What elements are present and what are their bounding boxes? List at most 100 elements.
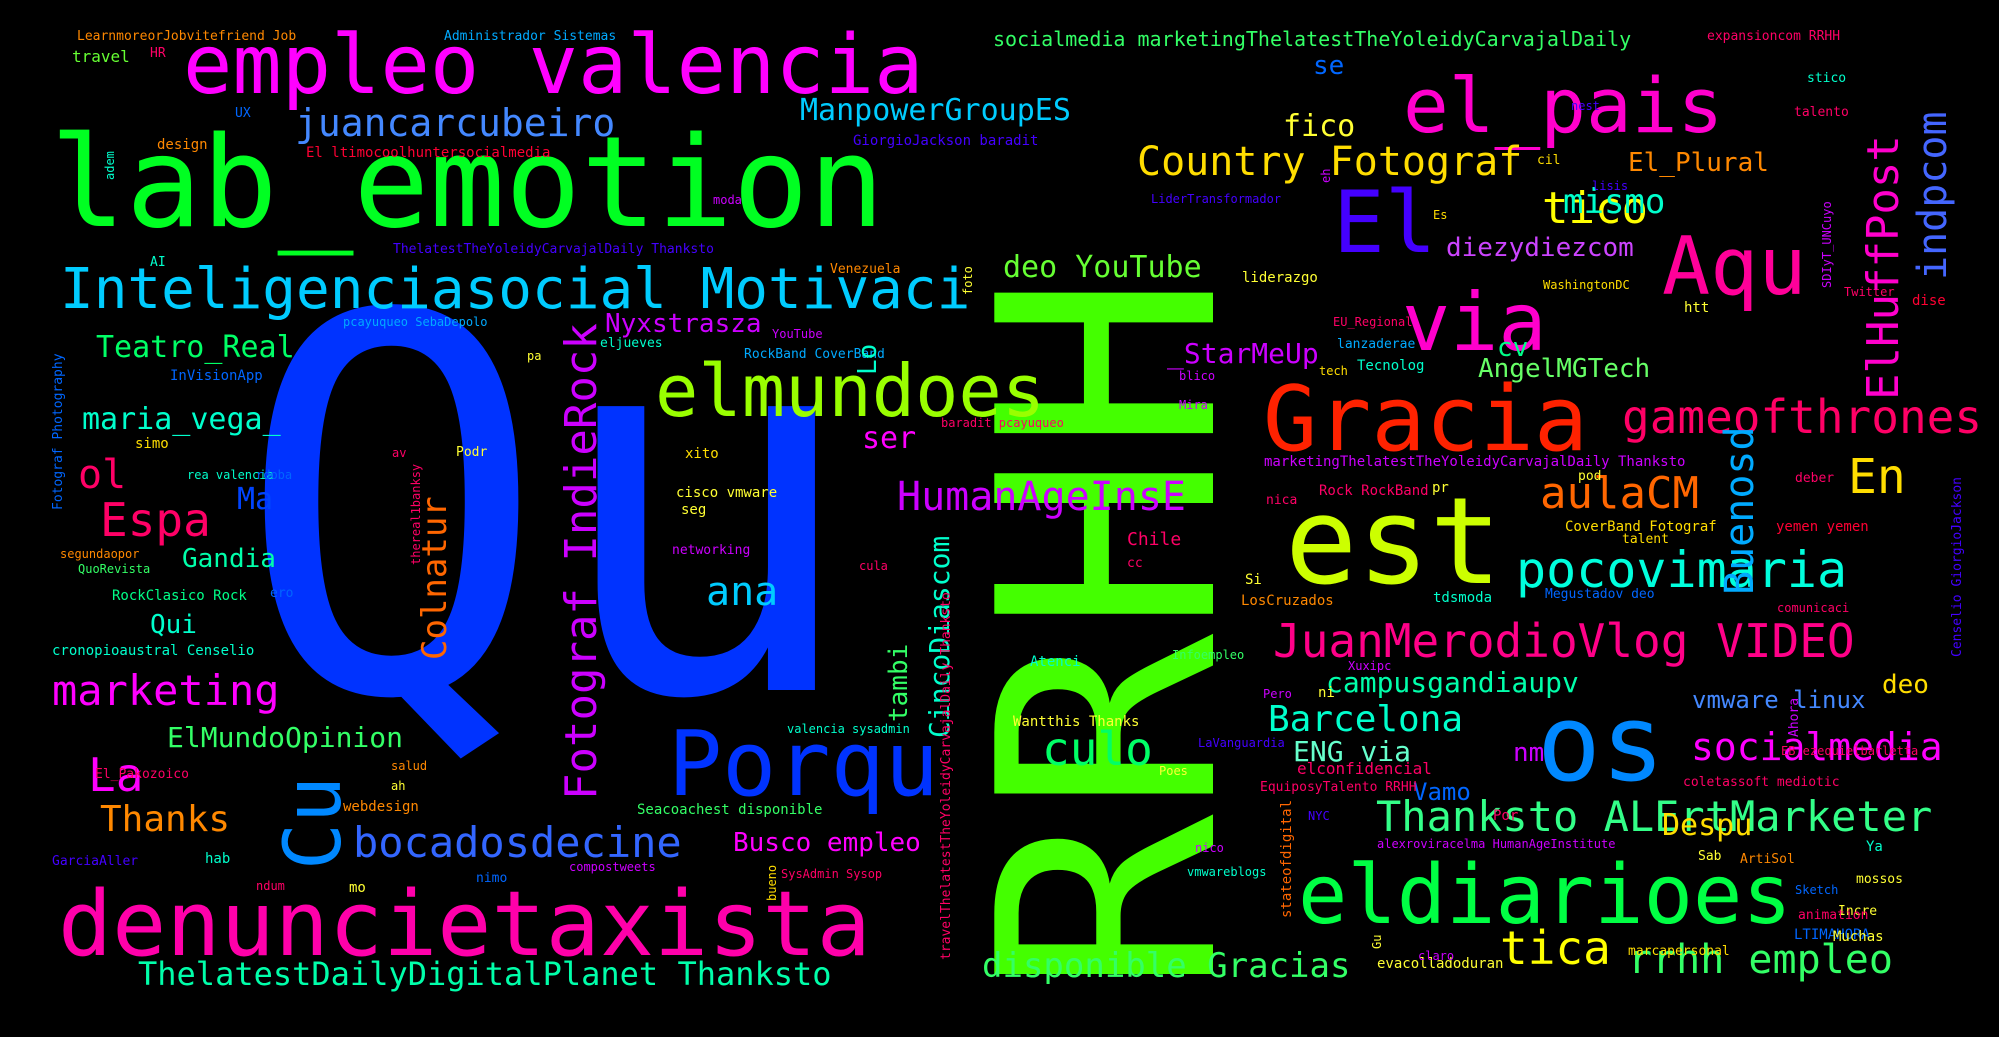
word: se (1313, 51, 1345, 81)
word: Censelio GiorgioJackson (1950, 476, 1965, 657)
word: tico (1542, 183, 1648, 234)
word: denuncietaxista (58, 872, 871, 977)
word: foto (961, 266, 975, 295)
word: Si (1245, 572, 1262, 588)
word: ndum (256, 879, 285, 893)
word: cil (1537, 153, 1561, 168)
word: Sab (1698, 849, 1722, 864)
word: Porqu (668, 712, 939, 817)
word: tdsmoda (1433, 590, 1493, 606)
word: ana (706, 569, 779, 615)
word: ElHuffPost (1858, 135, 1909, 400)
word: mismo (1563, 182, 1666, 222)
word: gameofthrones (1622, 390, 1983, 444)
word: Busco empleo (733, 828, 921, 858)
word: Twitter (1844, 285, 1895, 299)
word: pr (1432, 480, 1449, 496)
word: YouTube (772, 327, 823, 341)
word: eh (1319, 168, 1333, 183)
word: Tecnolog (1357, 358, 1425, 374)
word: RockBand CoverBand (744, 347, 885, 362)
word: Por (1493, 808, 1519, 824)
word: ah (391, 779, 406, 793)
word: tech (1319, 364, 1348, 378)
word: Qui (150, 610, 197, 640)
word: stateofdigital (1279, 799, 1295, 918)
word: aulaCM (1540, 468, 1699, 519)
word: nm (1513, 738, 1545, 768)
word: el_pais (1403, 61, 1724, 150)
word: cisco vmware (676, 485, 778, 501)
word: Gracia (1263, 367, 1589, 472)
word: Sketch (1795, 883, 1839, 897)
word: marketingThelatestTheYoleidyCarvajalDail… (1264, 454, 1686, 470)
word: elconfidencial (1297, 759, 1432, 778)
word: compostweets (569, 860, 656, 874)
word: marcapersonal (1628, 944, 1730, 959)
word: nimo (476, 871, 508, 886)
word: elmundoes (655, 349, 1046, 433)
word: blico (1179, 369, 1216, 383)
word: baradit pcayuqueo (941, 416, 1064, 430)
word: empleo valencia (183, 18, 924, 113)
word: claro (1418, 949, 1455, 963)
word: evacolladoduran (1377, 956, 1504, 972)
word: Seacoachest disponible (637, 802, 823, 818)
word: JuanMerodioVlog VIDEO (1273, 614, 1855, 668)
word: travelThelatestTheYoleidyCarvajalDaily T… (939, 592, 954, 960)
word: av (392, 446, 407, 460)
word: AngelMGTech (1478, 354, 1651, 384)
word: Ahora (1787, 697, 1802, 737)
word: InVisionApp (170, 368, 263, 384)
word: Fotograf IndieRock (556, 323, 607, 800)
word: marketing (52, 666, 280, 715)
word: pa (527, 349, 542, 363)
word: Ma (237, 482, 274, 517)
word: Thanks (100, 799, 231, 840)
word: Lo (853, 343, 883, 375)
word: animation (1798, 908, 1869, 923)
word: eldiarioes (1298, 848, 1792, 943)
word: vmwareblogs (1187, 865, 1267, 879)
word: deo YouTube (1003, 250, 1202, 285)
word: cv (1497, 333, 1529, 363)
word: La (88, 748, 144, 802)
word: socialmedia marketingThelatestTheYoleidy… (993, 27, 1632, 51)
word: El ltimocoolhuntersocialmedia (306, 145, 551, 161)
word: Xuxipc (1348, 659, 1392, 673)
word: El_Pakozoico (95, 767, 189, 782)
word: networking (672, 543, 751, 558)
word: Buenosd (1717, 426, 1763, 595)
word: UX (235, 106, 251, 121)
word: culo (1042, 722, 1153, 776)
word: tambi (884, 643, 914, 722)
word: maria_vega_ (82, 402, 281, 437)
word: EquiposyTalento RRHH (1260, 780, 1417, 795)
word: pod (1578, 469, 1602, 484)
word: coletassoft mediotic (1683, 775, 1840, 790)
word: Pero (1263, 687, 1292, 701)
word: mossos (1856, 872, 1903, 887)
word: ni (1318, 685, 1335, 701)
word: liderazgo (1242, 270, 1318, 286)
word: Thanksto ALErtMarketer (1376, 792, 1933, 841)
word: ElMundoOpinion (167, 721, 404, 754)
word: moda (713, 193, 742, 207)
word: LaVanguardia (1198, 736, 1285, 750)
word: GiorgioJackson baradit (853, 133, 1039, 149)
word: nica (1266, 493, 1298, 508)
word: segundaopor (60, 547, 140, 561)
word: cronopioaustral Censelio (52, 643, 255, 659)
word: Country Fotograf (1137, 139, 1523, 185)
word: Espa (100, 493, 211, 547)
word: ol (78, 452, 127, 498)
word: Gandia (182, 544, 276, 574)
word: Mira (1179, 398, 1208, 412)
word: Colnatur (415, 496, 455, 660)
word: Poes (1159, 764, 1188, 778)
word: Podr (456, 445, 488, 460)
word: comunicaci (1777, 601, 1850, 615)
word: LTIMAHORA (1794, 927, 1870, 943)
word: thereal1banksy (409, 463, 423, 565)
word: EU_Regional (1333, 315, 1413, 329)
